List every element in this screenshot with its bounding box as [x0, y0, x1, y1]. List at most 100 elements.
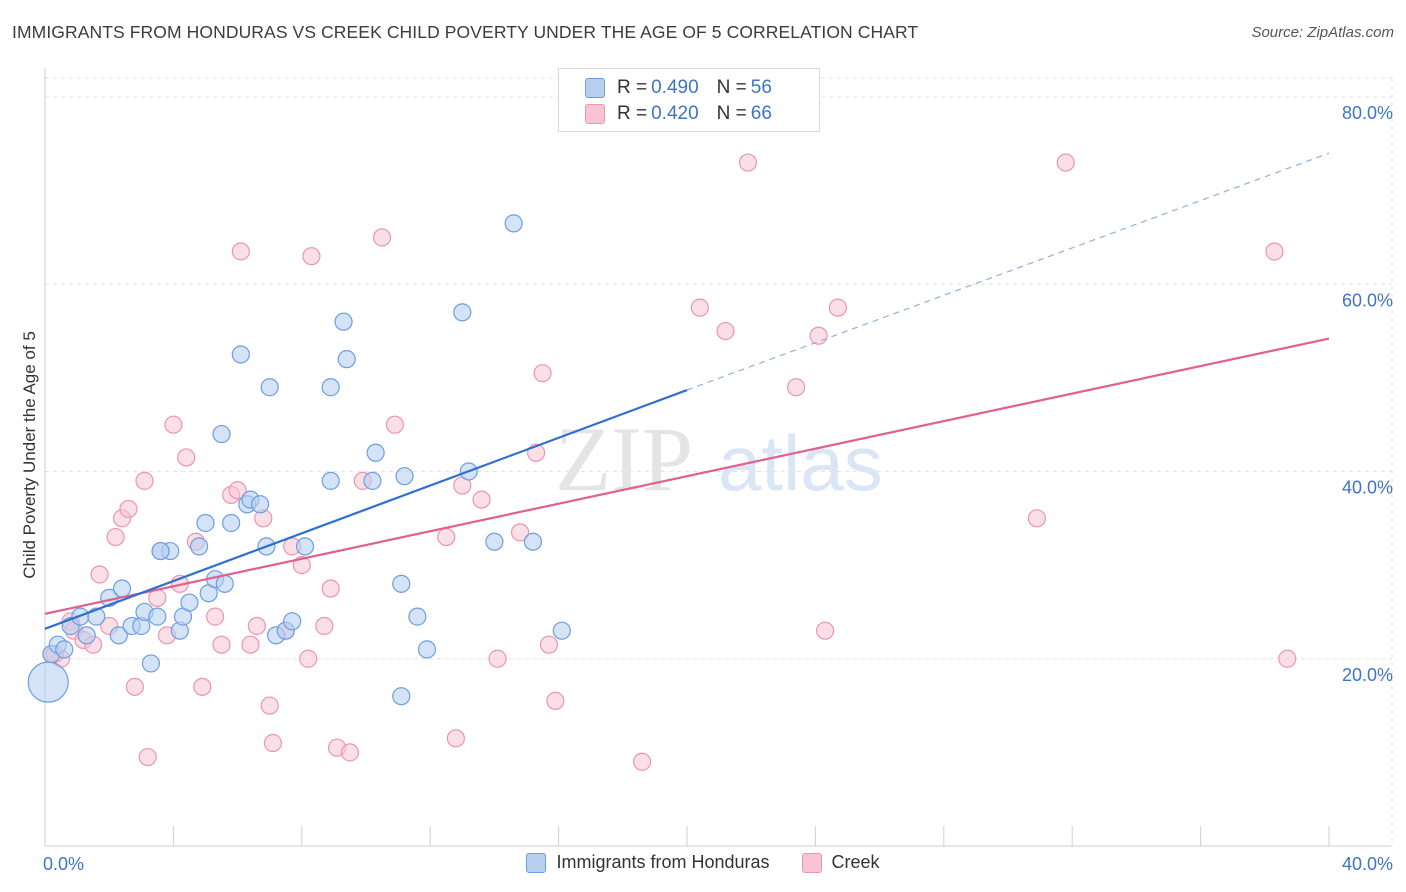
honduras-point: [321, 471, 340, 490]
honduras-point: [283, 612, 302, 631]
stats-legend: R = 0.490 N = 56 R = 0.420 N = 66: [558, 68, 820, 132]
honduras-point: [231, 345, 250, 364]
honduras-point: [112, 579, 132, 598]
creek-point: [546, 691, 565, 710]
x-tick-label-min: 0.0%: [43, 854, 84, 874]
honduras-point: [392, 687, 411, 706]
watermark-atlas: atlas: [718, 419, 883, 507]
honduras-point: [395, 467, 414, 486]
legend-row-creek: R = 0.420 N = 66: [585, 102, 772, 126]
creek-point: [106, 527, 125, 547]
honduras-point: [180, 593, 199, 612]
creek-point: [315, 616, 334, 636]
honduras-point: [196, 513, 215, 533]
y-axis-label: Child Poverty Under the Age of 5: [20, 331, 39, 579]
chart-title: IMMIGRANTS FROM HONDURAS VS CREEK CHILD …: [12, 22, 919, 42]
legend-item-honduras[interactable]: Immigrants from Honduras: [526, 852, 770, 873]
y-tick-label: 80.0%: [1342, 103, 1393, 123]
honduras-point: [334, 312, 353, 331]
honduras-point: [212, 424, 231, 444]
creek-point: [302, 247, 321, 266]
axes: [44, 68, 1392, 847]
creek-point: [164, 415, 183, 434]
legend-label-creek: Creek: [831, 852, 880, 872]
creek-point: [177, 448, 196, 467]
creek-point: [241, 635, 260, 654]
honduras-point: [366, 443, 385, 462]
honduras-point: [552, 621, 571, 640]
honduras-point: [189, 537, 209, 556]
creek-point: [125, 677, 144, 696]
creek-point: [815, 621, 835, 640]
creek-point: [193, 677, 212, 696]
creek-point: [1265, 242, 1284, 261]
legend-swatch-pink: [801, 852, 822, 873]
legend-item-creek[interactable]: Creek: [801, 852, 880, 873]
creek-point: [299, 649, 318, 668]
creek-point: [437, 527, 456, 547]
honduras-point: [250, 495, 270, 514]
legend-n-label: N =: [716, 77, 747, 98]
honduras-point: [408, 607, 427, 626]
honduras-point: [392, 574, 411, 593]
creek-point: [260, 696, 279, 715]
y-tick-label: 40.0%: [1342, 478, 1393, 498]
creek-point: [212, 635, 231, 654]
legend-swatch-blue: [526, 852, 547, 873]
honduras-point: [417, 640, 437, 659]
legend-row-honduras: R = 0.490 N = 56: [585, 76, 772, 100]
y-tick-label: 60.0%: [1342, 290, 1393, 310]
creek-point: [809, 326, 828, 345]
legend-r-value: 0.490: [651, 77, 699, 98]
creek-point: [1027, 509, 1046, 528]
creek-point: [539, 635, 559, 654]
y-tick-label: 20.0%: [1342, 665, 1393, 685]
legend-swatch-pink: [585, 104, 605, 124]
creek-point: [90, 565, 109, 584]
creek-point: [292, 556, 311, 575]
creek-point: [206, 607, 225, 626]
creek-trend-line: [44, 337, 1330, 615]
honduras-point: [109, 626, 128, 645]
creek-point: [119, 499, 138, 519]
honduras-point: [260, 378, 279, 397]
creek-point: [787, 378, 806, 397]
creek-point: [385, 415, 404, 434]
creek-point: [510, 523, 530, 542]
legend-n-label: N =: [716, 103, 747, 124]
creek-point: [263, 733, 283, 753]
creek-point: [738, 153, 758, 172]
honduras-point: [148, 607, 167, 626]
honduras-trend-extension: [686, 152, 1330, 391]
legend-swatch-blue: [585, 78, 605, 98]
series-legend: Immigrants from Honduras Creek: [0, 852, 1406, 873]
legend-n-value: 66: [750, 103, 772, 124]
creek-point: [828, 298, 847, 317]
legend-label-honduras: Immigrants from Honduras: [556, 852, 770, 872]
honduras-point: [77, 626, 96, 645]
legend-r-label: R =: [617, 103, 648, 124]
honduras-point: [363, 471, 382, 490]
trend-lines: [44, 152, 1330, 630]
honduras-point: [222, 513, 241, 533]
creek-point: [488, 649, 507, 668]
watermark-zip: ZIP: [555, 408, 693, 510]
creek-point: [690, 298, 709, 317]
legend-r-value: 0.420: [651, 103, 699, 124]
honduras-point: [337, 350, 356, 369]
honduras-point: [27, 661, 69, 703]
creek-point: [632, 752, 652, 771]
creek-point: [228, 481, 247, 500]
creek-point: [446, 729, 465, 748]
honduras-point: [55, 640, 74, 659]
honduras-point: [141, 654, 161, 673]
honduras-point: [485, 532, 504, 551]
legend-r-label: R =: [617, 77, 648, 98]
creek-point: [231, 242, 250, 261]
honduras-point: [321, 378, 340, 397]
creek-point: [716, 321, 735, 341]
honduras-trend-line: [44, 389, 688, 630]
honduras-point: [215, 574, 234, 593]
honduras-point: [453, 303, 472, 322]
